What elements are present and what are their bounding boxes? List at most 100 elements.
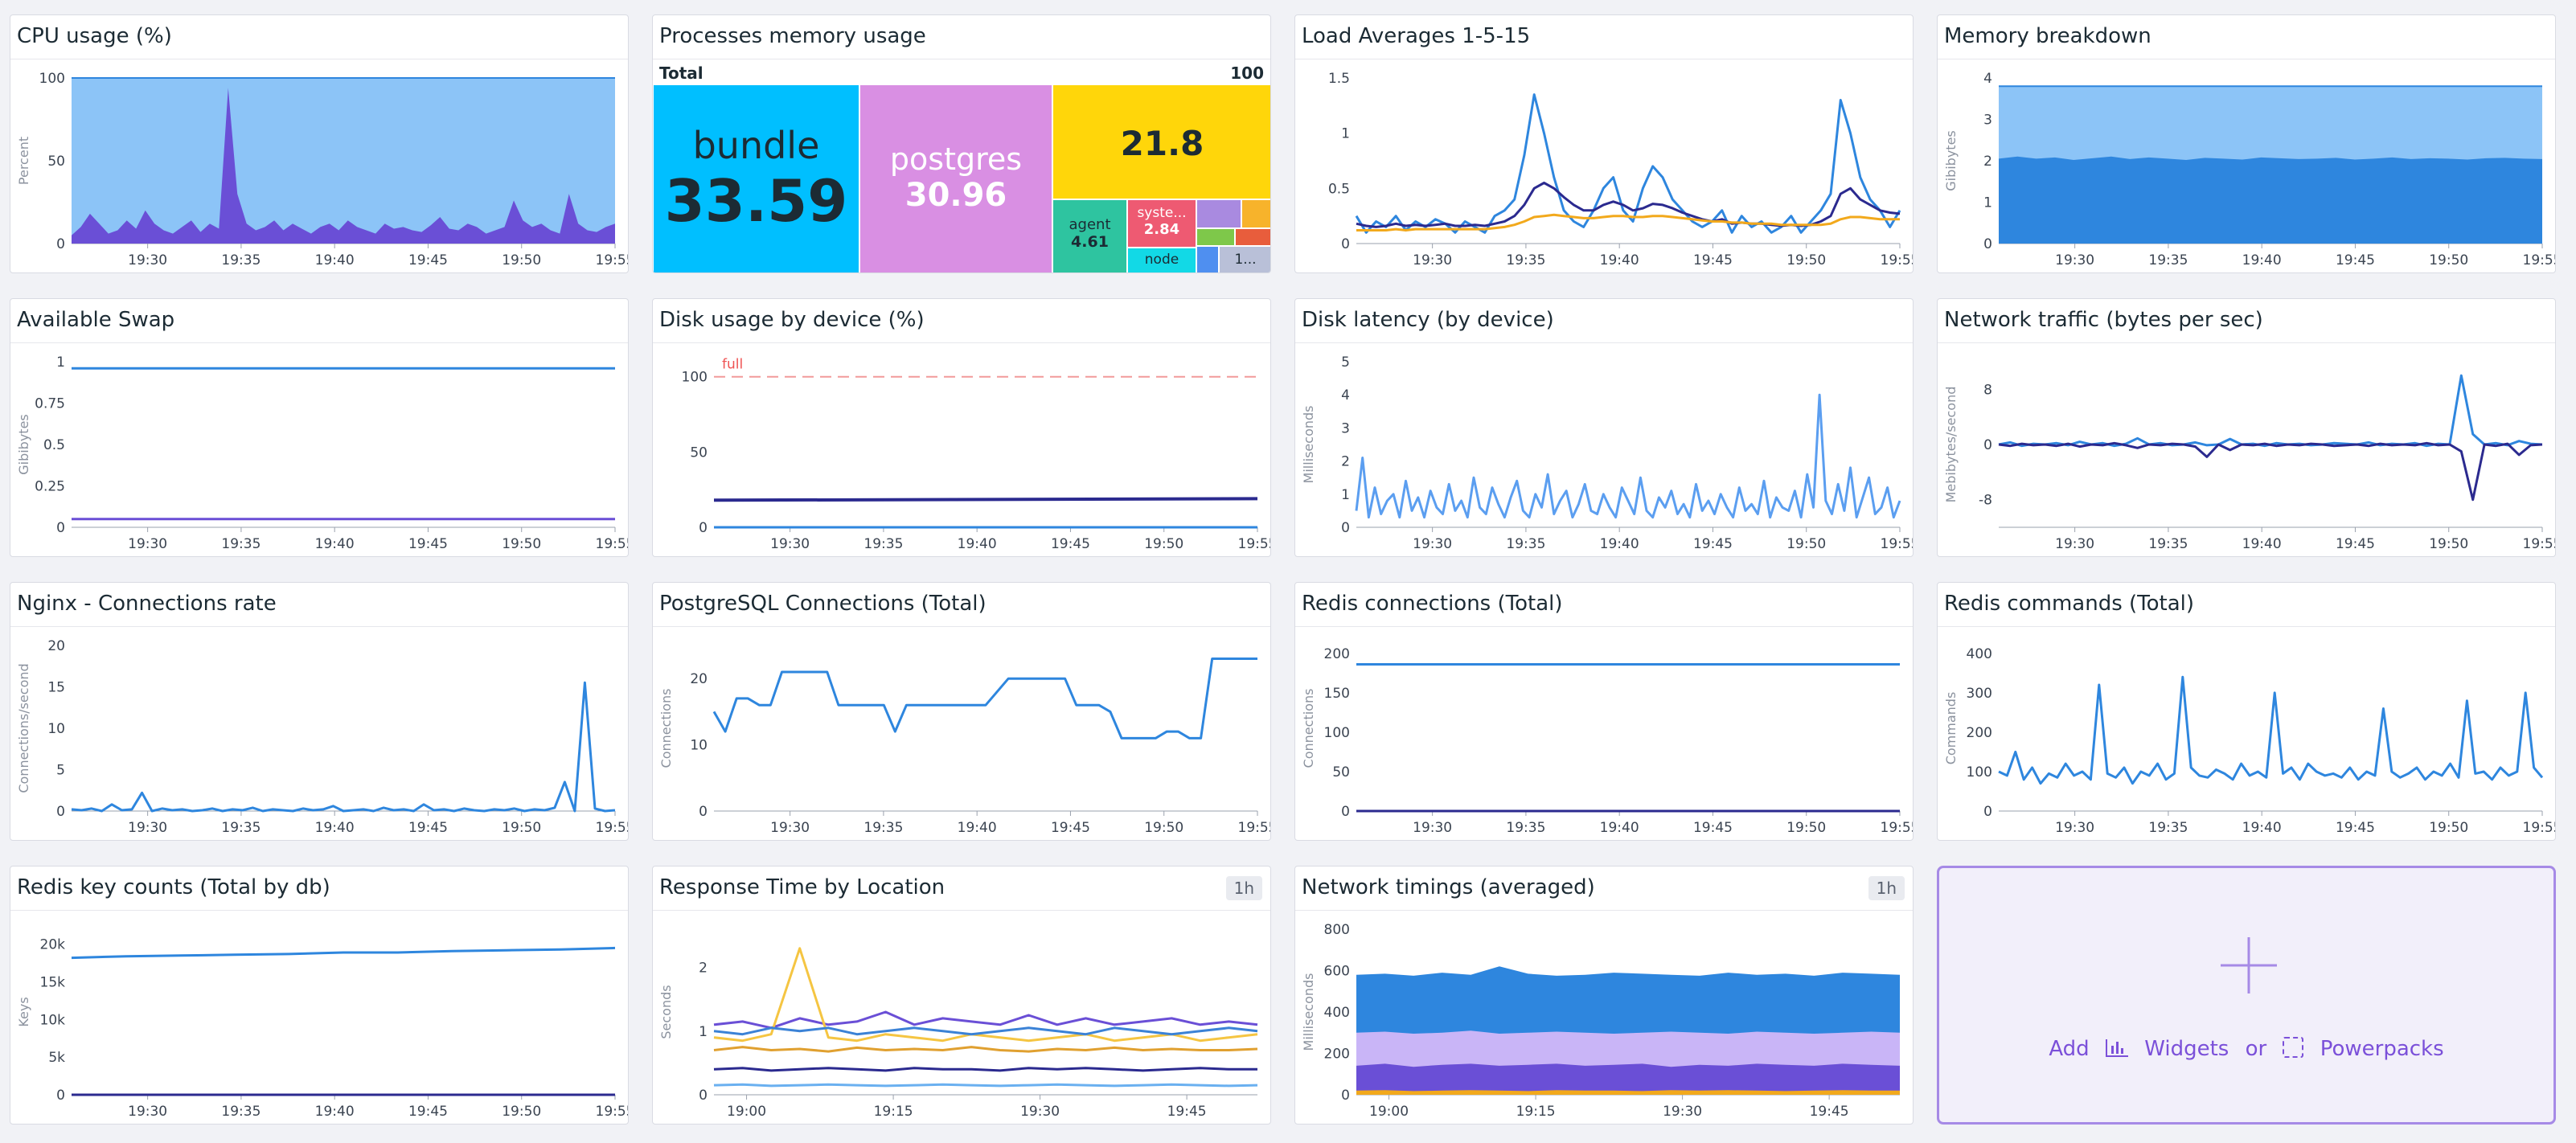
widget-disk-usage[interactable]: Disk usage by device (%) 0 50 100 19:30 19:3… bbox=[652, 298, 1271, 557]
network-timings-chart[interactable]: Milliseconds 0 200 400 600 800 19:00 19:15 19:30… bbox=[1295, 912, 1914, 1125]
x-tick-label: 19:55 bbox=[1881, 536, 1914, 552]
x-tick-label: 19:35 bbox=[863, 820, 903, 836]
widget-title: Disk usage by device (%) bbox=[659, 308, 925, 332]
widget-processes-memory[interactable]: Processes memory usage Total 100 bundle 3… bbox=[652, 14, 1271, 273]
x-tick-label: 19:55 bbox=[596, 1104, 630, 1120]
powerpacks-link[interactable]: Powerpacks bbox=[2320, 1037, 2444, 1061]
y-axis-label: Keys bbox=[16, 997, 31, 1026]
x-tick-label: 19:40 bbox=[958, 536, 997, 552]
disk-latency-chart[interactable]: Milliseconds 0 1 2 3 4 5 19:30 19:35 19:40 19:45 19… bbox=[1295, 344, 1914, 557]
time-range-badge[interactable]: 1h bbox=[1868, 876, 1905, 900]
response-time-chart[interactable]: Seconds 0 1 2 19:00 19:15 19:30 19:45 bbox=[653, 912, 1271, 1125]
treemap-cell-node[interactable]: node bbox=[1127, 248, 1196, 272]
y-axis-label: Mebibytes/second bbox=[1943, 387, 1959, 503]
widget-nginx-connections[interactable]: Nginx - Connections rate Connections/sec… bbox=[10, 582, 629, 841]
treemap-cell-small-3[interactable] bbox=[1196, 228, 1235, 246]
cpu-usage-chart[interactable]: Percent 0 50 100 19:30 19:35 19:40 19:45 19:50 19… bbox=[10, 60, 629, 273]
y-tick-label: 200 bbox=[1324, 646, 1350, 662]
x-tick-label: 19:40 bbox=[1600, 536, 1639, 552]
y-tick-label: 10 bbox=[47, 721, 65, 737]
treemap-cell-postgres[interactable]: postgres 30.96 bbox=[859, 84, 1052, 272]
y-axis-label: Gibibytes bbox=[16, 414, 31, 475]
x-tick-label: 19:30 bbox=[1020, 1104, 1060, 1120]
x-tick-label: 19:50 bbox=[1144, 820, 1183, 836]
widget-network-traffic[interactable]: Network traffic (bytes per sec) Mebibyte… bbox=[1937, 298, 2556, 557]
y-axis-label: Seconds bbox=[658, 985, 674, 1039]
widget-title: Response Time by Location bbox=[659, 875, 945, 899]
time-range-badge[interactable]: 1h bbox=[1225, 876, 1262, 900]
y-tick-label: 1 bbox=[1983, 195, 1992, 211]
y-axis-label: Connections/second bbox=[16, 663, 31, 793]
x-tick-label: 19:40 bbox=[315, 536, 355, 552]
widgets-link[interactable]: Widgets bbox=[2144, 1037, 2229, 1061]
treemap-cell-agent[interactable]: agent 4.61 bbox=[1052, 199, 1127, 272]
treemap-cell-unnamed[interactable]: 21.8 bbox=[1052, 84, 1270, 199]
treemap-cell-other[interactable]: 1... bbox=[1219, 246, 1270, 272]
widget-available-swap[interactable]: Available Swap Gibibytes 0 0.25 0.5 0.75 1 19:… bbox=[10, 298, 629, 557]
x-tick-label: 19:55 bbox=[1881, 252, 1914, 268]
x-tick-label: 19:30 bbox=[770, 820, 810, 836]
y-tick-label: 1 bbox=[699, 1024, 708, 1040]
response-time-line bbox=[713, 1046, 1258, 1053]
treemap-cell-small-1[interactable] bbox=[1196, 199, 1241, 228]
y-tick-label: 0 bbox=[1341, 236, 1350, 252]
x-tick-label: 19:55 bbox=[2523, 536, 2557, 552]
widget-redis-connections[interactable]: Redis connections (Total) Connections 0 50… bbox=[1294, 582, 1914, 841]
redis-connections-chart[interactable]: Connections 0 50 100 150 200 19:30 19:35 19:40 19… bbox=[1295, 628, 1914, 841]
y-axis-label: Gibibytes bbox=[1943, 130, 1959, 191]
add-widget-panel[interactable]: Add Widgets or Powerpacks bbox=[1937, 866, 2556, 1125]
y-tick-label: 2 bbox=[1983, 154, 1992, 170]
load-averages-chart[interactable]: 0 0.5 1 1.5 19:30 19:35 19:40 19:45 19:50 19:55 bbox=[1295, 60, 1914, 273]
widget-memory-breakdown[interactable]: Memory breakdown Gibibytes 0 1 2 3 4 19:30 19:3… bbox=[1937, 14, 2556, 273]
widget-title: Redis key counts (Total by db) bbox=[17, 875, 330, 899]
x-tick-label: 19:30 bbox=[770, 536, 810, 552]
widget-title: Available Swap bbox=[17, 308, 175, 332]
postgresql-connections-chart[interactable]: Connections 0 10 20 19:30 19:35 19:40 19:45 19:5… bbox=[653, 628, 1271, 841]
disk-usage-chart[interactable]: 0 50 100 19:30 19:35 19:40 19:45 19:50 19:55 full bbox=[653, 344, 1271, 557]
widget-redis-key-counts[interactable]: Redis key counts (Total by db) Keys 0 5k 10… bbox=[10, 866, 629, 1125]
x-tick-label: 19:30 bbox=[128, 1104, 167, 1120]
x-tick-label: 19:35 bbox=[2148, 536, 2188, 552]
nginx-connections-chart[interactable]: Connections/second 0 5 10 15 20 19:30 19:35 19:4… bbox=[10, 628, 629, 841]
x-tick-label: 19:30 bbox=[128, 820, 167, 836]
widget-postgresql-connections[interactable]: PostgreSQL Connections (Total) Connectio… bbox=[652, 582, 1271, 841]
widget-title: Network traffic (bytes per sec) bbox=[1944, 308, 2263, 332]
widget-cpu-usage[interactable]: CPU usage (%) Percent 0 50 100 19:30 19:35 19:… bbox=[10, 14, 629, 273]
memory-area-used bbox=[1999, 156, 2542, 244]
widget-load-averages[interactable]: Load Averages 1-5-15 0 0.5 1 1.5 19:30 19:35 1… bbox=[1294, 14, 1914, 273]
treemap-cell-small-4[interactable] bbox=[1235, 228, 1270, 246]
network-timing-area bbox=[1356, 1063, 1900, 1095]
y-tick-label: 3 bbox=[1341, 420, 1350, 436]
widget-title: Disk latency (by device) bbox=[1302, 308, 1554, 332]
x-tick-label: 19:35 bbox=[221, 820, 260, 836]
redis-commands-chart[interactable]: Commands 0 100 200 300 400 19:30 19:35 19:40 19:4… bbox=[1938, 628, 2556, 841]
y-tick-label: 1 bbox=[1341, 487, 1350, 503]
y-tick-label: 600 bbox=[1324, 964, 1350, 980]
y-tick-label: 400 bbox=[1967, 646, 1992, 662]
x-tick-label: 19:30 bbox=[2055, 252, 2094, 268]
widget-response-time[interactable]: Response Time by Location 1h Seconds 0 1 2 1… bbox=[652, 866, 1271, 1125]
response-time-line bbox=[713, 1026, 1258, 1036]
memory-breakdown-chart[interactable]: Gibibytes 0 1 2 3 4 19:30 19:35 19:40 19:45 19:50 1… bbox=[1938, 60, 2556, 273]
y-tick-label: 0 bbox=[1341, 1088, 1350, 1104]
available-swap-chart[interactable]: Gibibytes 0 0.25 0.5 0.75 1 19:30 19:35 19:40 19:… bbox=[10, 344, 629, 557]
x-tick-label: 19:30 bbox=[1413, 820, 1452, 836]
y-tick-label: 0.25 bbox=[35, 479, 65, 495]
treemap-cell-small-2[interactable] bbox=[1241, 199, 1270, 228]
redis-key-counts-chart[interactable]: Keys 0 5k 10k 15k 20k 19:30 19:35 19:40 19:45 19:5… bbox=[10, 912, 629, 1125]
response-time-line bbox=[713, 947, 1258, 1043]
x-tick-label: 19:35 bbox=[221, 1104, 260, 1120]
network-traffic-chart[interactable]: Mebibytes/second -8 0 8 19:30 19:35 19:40 19:45… bbox=[1938, 344, 2556, 557]
widget-title: Processes memory usage bbox=[659, 24, 926, 48]
y-tick-label: 0 bbox=[1341, 804, 1350, 820]
widget-redis-commands[interactable]: Redis commands (Total) Commands 0 100 200 30… bbox=[1937, 582, 2556, 841]
treemap-cell-small-5[interactable] bbox=[1196, 246, 1219, 272]
x-tick-label: 19:45 bbox=[408, 820, 448, 836]
postgres-connections-line bbox=[712, 658, 1257, 739]
x-tick-label: 19:35 bbox=[2148, 252, 2188, 268]
widget-network-timings[interactable]: Network timings (averaged) 1h Millisecon… bbox=[1294, 866, 1914, 1125]
treemap-cell-system[interactable]: syste... 2.84 bbox=[1127, 199, 1196, 248]
y-tick-label: 15k bbox=[40, 975, 66, 991]
treemap-cell-bundle[interactable]: bundle 33.59 bbox=[653, 84, 859, 272]
widget-disk-latency[interactable]: Disk latency (by device) Milliseconds 0 1 2… bbox=[1294, 298, 1914, 557]
